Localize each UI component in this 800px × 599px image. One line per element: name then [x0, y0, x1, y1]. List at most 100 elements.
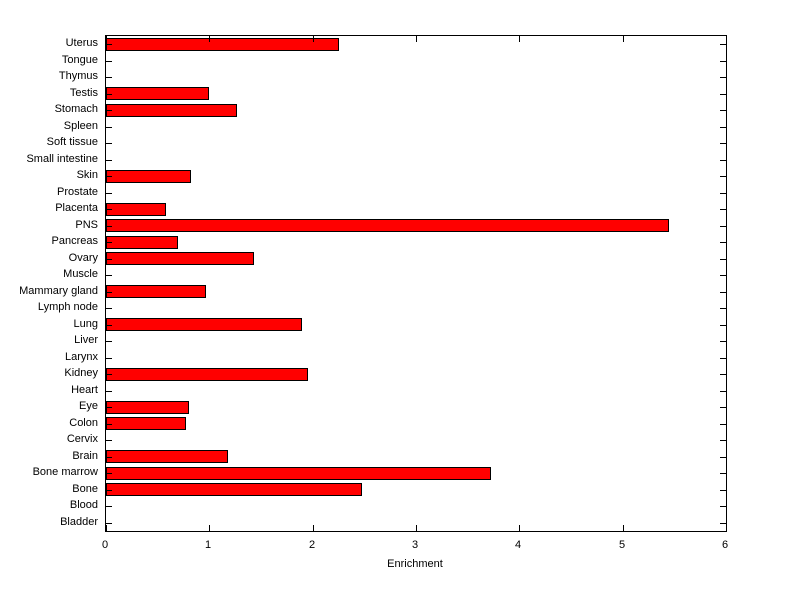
y-tick-mark [106, 94, 112, 95]
y-tick-label: Testis [69, 87, 98, 99]
x-tick-mark [416, 525, 417, 531]
y-tick-label: Eye [79, 400, 98, 412]
y-tick-mark [106, 424, 112, 425]
x-tick-label: 0 [101, 539, 109, 551]
x-tick-mark [209, 36, 210, 42]
bar-brain [106, 450, 228, 464]
y-tick-mark [720, 193, 726, 194]
y-tick-mark [720, 391, 726, 392]
y-tick-label: Thymus [58, 70, 98, 82]
y-tick-label: Tongue [61, 54, 98, 66]
y-tick-mark [106, 506, 112, 507]
bar-mammary-gland [106, 285, 206, 299]
y-tick-label: Cervix [66, 433, 98, 445]
bar-testis [106, 87, 209, 101]
y-tick-mark [720, 259, 726, 260]
y-tick-mark [720, 77, 726, 78]
x-tick-label: 5 [618, 539, 626, 551]
bar-kidney [106, 367, 308, 381]
y-tick-mark [720, 473, 726, 474]
y-tick-mark [106, 193, 112, 194]
y-tick-mark [720, 457, 726, 458]
y-tick-mark [720, 275, 726, 276]
y-tick-mark [106, 358, 112, 359]
y-tick-mark [106, 407, 112, 408]
y-tick-mark [720, 160, 726, 161]
y-tick-mark [106, 110, 112, 111]
y-tick-mark [106, 242, 112, 243]
bar-ovary [106, 252, 254, 266]
y-tick-mark [720, 358, 726, 359]
y-tick-mark [720, 407, 726, 408]
y-tick-label: Small intestine [26, 153, 98, 165]
x-tick-mark [106, 525, 107, 531]
y-tick-mark [106, 209, 112, 210]
y-tick-mark [106, 440, 112, 441]
bar-pns [106, 219, 669, 233]
y-tick-mark [106, 341, 112, 342]
y-tick-label: Lymph node [37, 301, 98, 313]
y-tick-mark [720, 523, 726, 524]
y-tick-label: Prostate [57, 186, 98, 198]
y-tick-label: Soft tissue [46, 136, 98, 148]
y-tick-mark [720, 490, 726, 491]
y-tick-mark [106, 325, 112, 326]
y-tick-label: Kidney [64, 367, 98, 379]
y-tick-mark [720, 341, 726, 342]
y-tick-label: Blood [69, 499, 98, 511]
y-tick-label: Heart [71, 384, 98, 396]
y-tick-mark [106, 391, 112, 392]
x-tick-mark [519, 36, 520, 42]
y-tick-mark [720, 61, 726, 62]
bar-uterus [106, 37, 339, 51]
y-tick-mark [720, 325, 726, 326]
x-tick-mark [623, 36, 624, 42]
y-tick-mark [106, 176, 112, 177]
y-tick-mark [720, 44, 726, 45]
x-axis-label: Enrichment [387, 558, 443, 570]
bar-lung [106, 318, 302, 332]
bar-skin [106, 169, 191, 183]
y-tick-mark [720, 440, 726, 441]
y-tick-mark [106, 259, 112, 260]
y-tick-label: Skin [76, 169, 98, 181]
y-tick-mark [720, 209, 726, 210]
y-tick-label: PNS [75, 219, 98, 231]
x-tick-mark [623, 525, 624, 531]
bar-bone-marrow [106, 466, 491, 480]
y-tick-mark [106, 226, 112, 227]
x-tick-label: 2 [308, 539, 316, 551]
bar-bone [106, 483, 362, 497]
x-tick-mark [209, 525, 210, 531]
y-tick-label: Liver [74, 334, 98, 346]
x-tick-mark [313, 36, 314, 42]
y-tick-label: Muscle [63, 268, 98, 280]
x-tick-label: 6 [721, 539, 729, 551]
y-tick-mark [720, 242, 726, 243]
y-tick-label: Pancreas [51, 235, 98, 247]
plot-area [105, 35, 727, 532]
y-tick-mark [720, 506, 726, 507]
y-tick-mark [720, 424, 726, 425]
y-tick-mark [720, 143, 726, 144]
y-tick-mark [106, 61, 112, 62]
y-tick-mark [106, 143, 112, 144]
y-tick-label: Mammary gland [19, 285, 98, 297]
y-tick-mark [106, 374, 112, 375]
y-tick-mark [720, 127, 726, 128]
y-tick-label: Lung [73, 318, 98, 330]
x-tick-mark [726, 36, 727, 42]
y-tick-label: Spleen [63, 120, 98, 132]
bar-placenta [106, 202, 166, 216]
y-tick-mark [720, 226, 726, 227]
y-tick-mark [106, 473, 112, 474]
y-tick-label: Colon [69, 417, 98, 429]
y-tick-mark [720, 292, 726, 293]
y-tick-label: Bone [72, 483, 98, 495]
y-tick-mark [106, 292, 112, 293]
x-tick-mark [726, 525, 727, 531]
x-tick-mark [106, 36, 107, 42]
bar-colon [106, 417, 186, 431]
y-tick-mark [720, 308, 726, 309]
y-tick-mark [106, 457, 112, 458]
